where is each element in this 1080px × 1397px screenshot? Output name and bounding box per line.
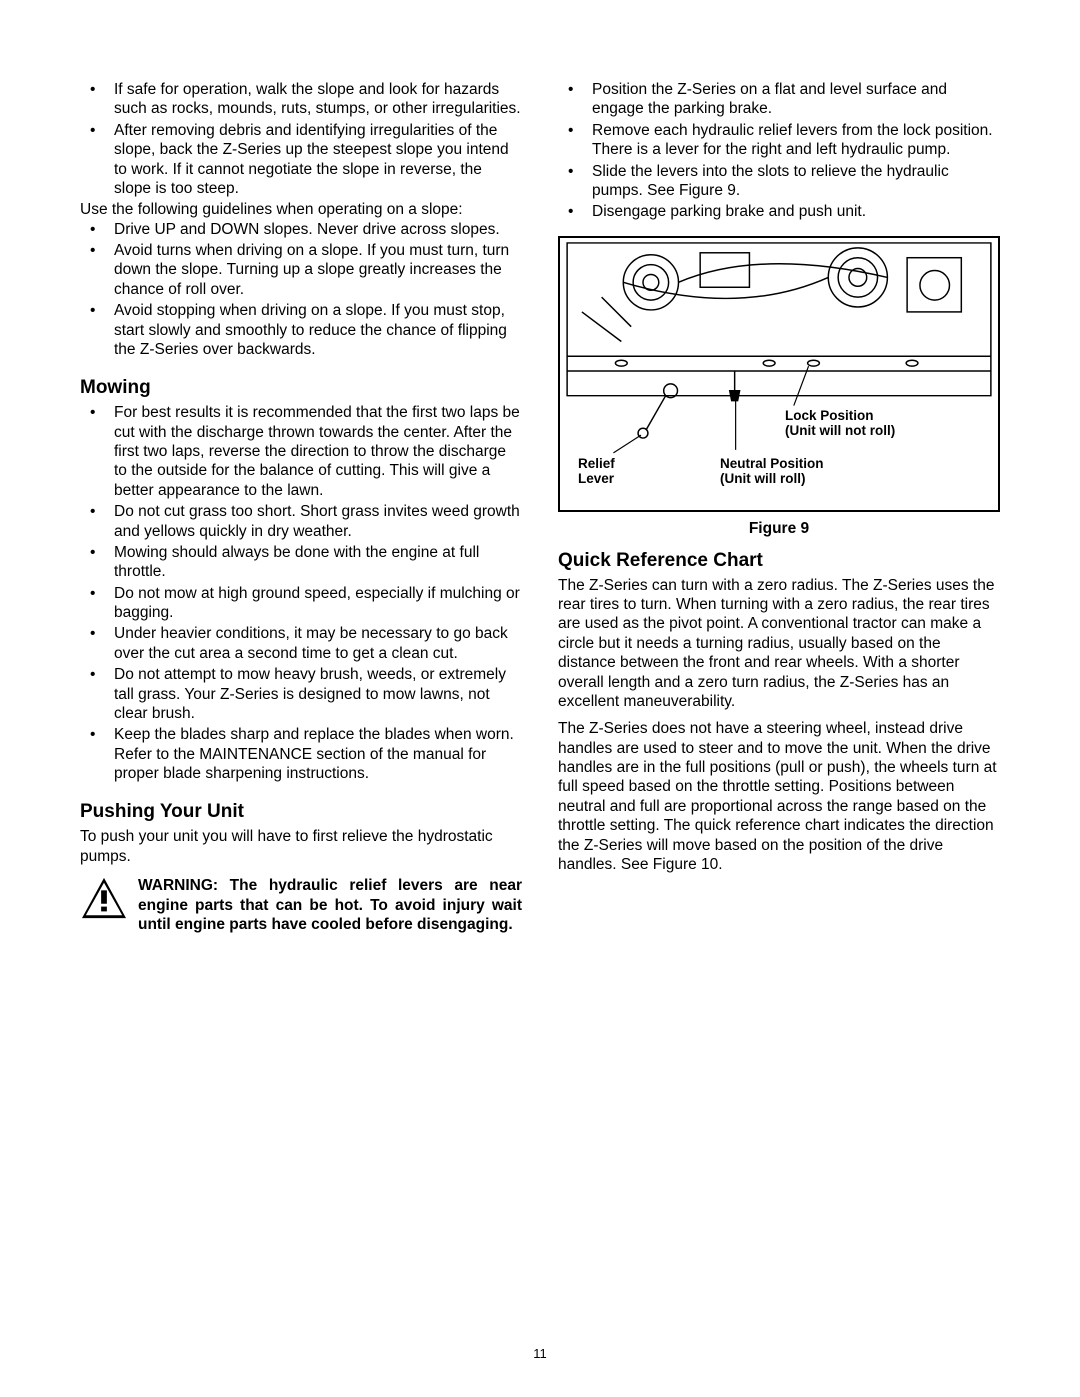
slope-safety-bullets: If safe for operation, walk the slope an… — [80, 80, 522, 198]
warning-text: WARNING: The hydraulic relief levers are… — [138, 876, 522, 934]
list-item: Drive UP and DOWN slopes. Never drive ac… — [80, 220, 522, 239]
list-item: After removing debris and identifying ir… — [80, 121, 522, 199]
page-number: 11 — [0, 1346, 1080, 1361]
list-item: Do not mow at high ground speed, especia… — [80, 584, 522, 623]
warning-icon — [80, 876, 128, 920]
pushing-intro: To push your unit you will have to first… — [80, 827, 522, 866]
list-item: Do not cut grass too short. Short grass … — [80, 502, 522, 541]
quick-ref-para-2: The Z-Series does not have a steering wh… — [558, 719, 1000, 874]
mowing-bullets: For best results it is recommended that … — [80, 403, 522, 783]
list-item: Under heavier conditions, it may be nece… — [80, 624, 522, 663]
figure-label-relief-lever: Relief Lever — [578, 456, 615, 487]
slope-intro-line: Use the following guidelines when operat… — [80, 200, 522, 219]
quick-ref-para-1: The Z-Series can turn with a zero radius… — [558, 576, 1000, 712]
list-item: Position the Z-Series on a flat and leve… — [558, 80, 1000, 119]
list-item: For best results it is recommended that … — [80, 403, 522, 500]
list-item: Avoid stopping when driving on a slope. … — [80, 301, 522, 359]
list-item: Disengage parking brake and push unit. — [558, 202, 1000, 221]
list-item: Keep the blades sharp and replace the bl… — [80, 725, 522, 783]
list-item: Remove each hydraulic relief levers from… — [558, 121, 1000, 160]
mowing-heading: Mowing — [80, 377, 522, 399]
figure-9-caption: Figure 9 — [558, 520, 1000, 538]
left-column: If safe for operation, walk the slope an… — [80, 80, 522, 934]
figure-label-lock-position: Lock Position (Unit will not roll) — [785, 408, 895, 439]
slope-guideline-bullets: Drive UP and DOWN slopes. Never drive ac… — [80, 220, 522, 360]
page-content: If safe for operation, walk the slope an… — [80, 80, 1000, 934]
pushing-steps-bullets: Position the Z-Series on a flat and leve… — [558, 80, 1000, 222]
warning-block: WARNING: The hydraulic relief levers are… — [80, 876, 522, 934]
right-column: Position the Z-Series on a flat and leve… — [558, 80, 1000, 934]
list-item: If safe for operation, walk the slope an… — [80, 80, 522, 119]
list-item: Slide the levers into the slots to relie… — [558, 162, 1000, 201]
list-item: Mowing should always be done with the en… — [80, 543, 522, 582]
figure-9-diagram: Relief Lever Neutral Position (Unit will… — [558, 236, 1000, 512]
pushing-heading: Pushing Your Unit — [80, 801, 522, 823]
figure-label-neutral-position: Neutral Position (Unit will roll) — [720, 456, 824, 487]
quick-reference-heading: Quick Reference Chart — [558, 550, 1000, 572]
list-item: Do not attempt to mow heavy brush, weeds… — [80, 665, 522, 723]
list-item: Avoid turns when driving on a slope. If … — [80, 241, 522, 299]
